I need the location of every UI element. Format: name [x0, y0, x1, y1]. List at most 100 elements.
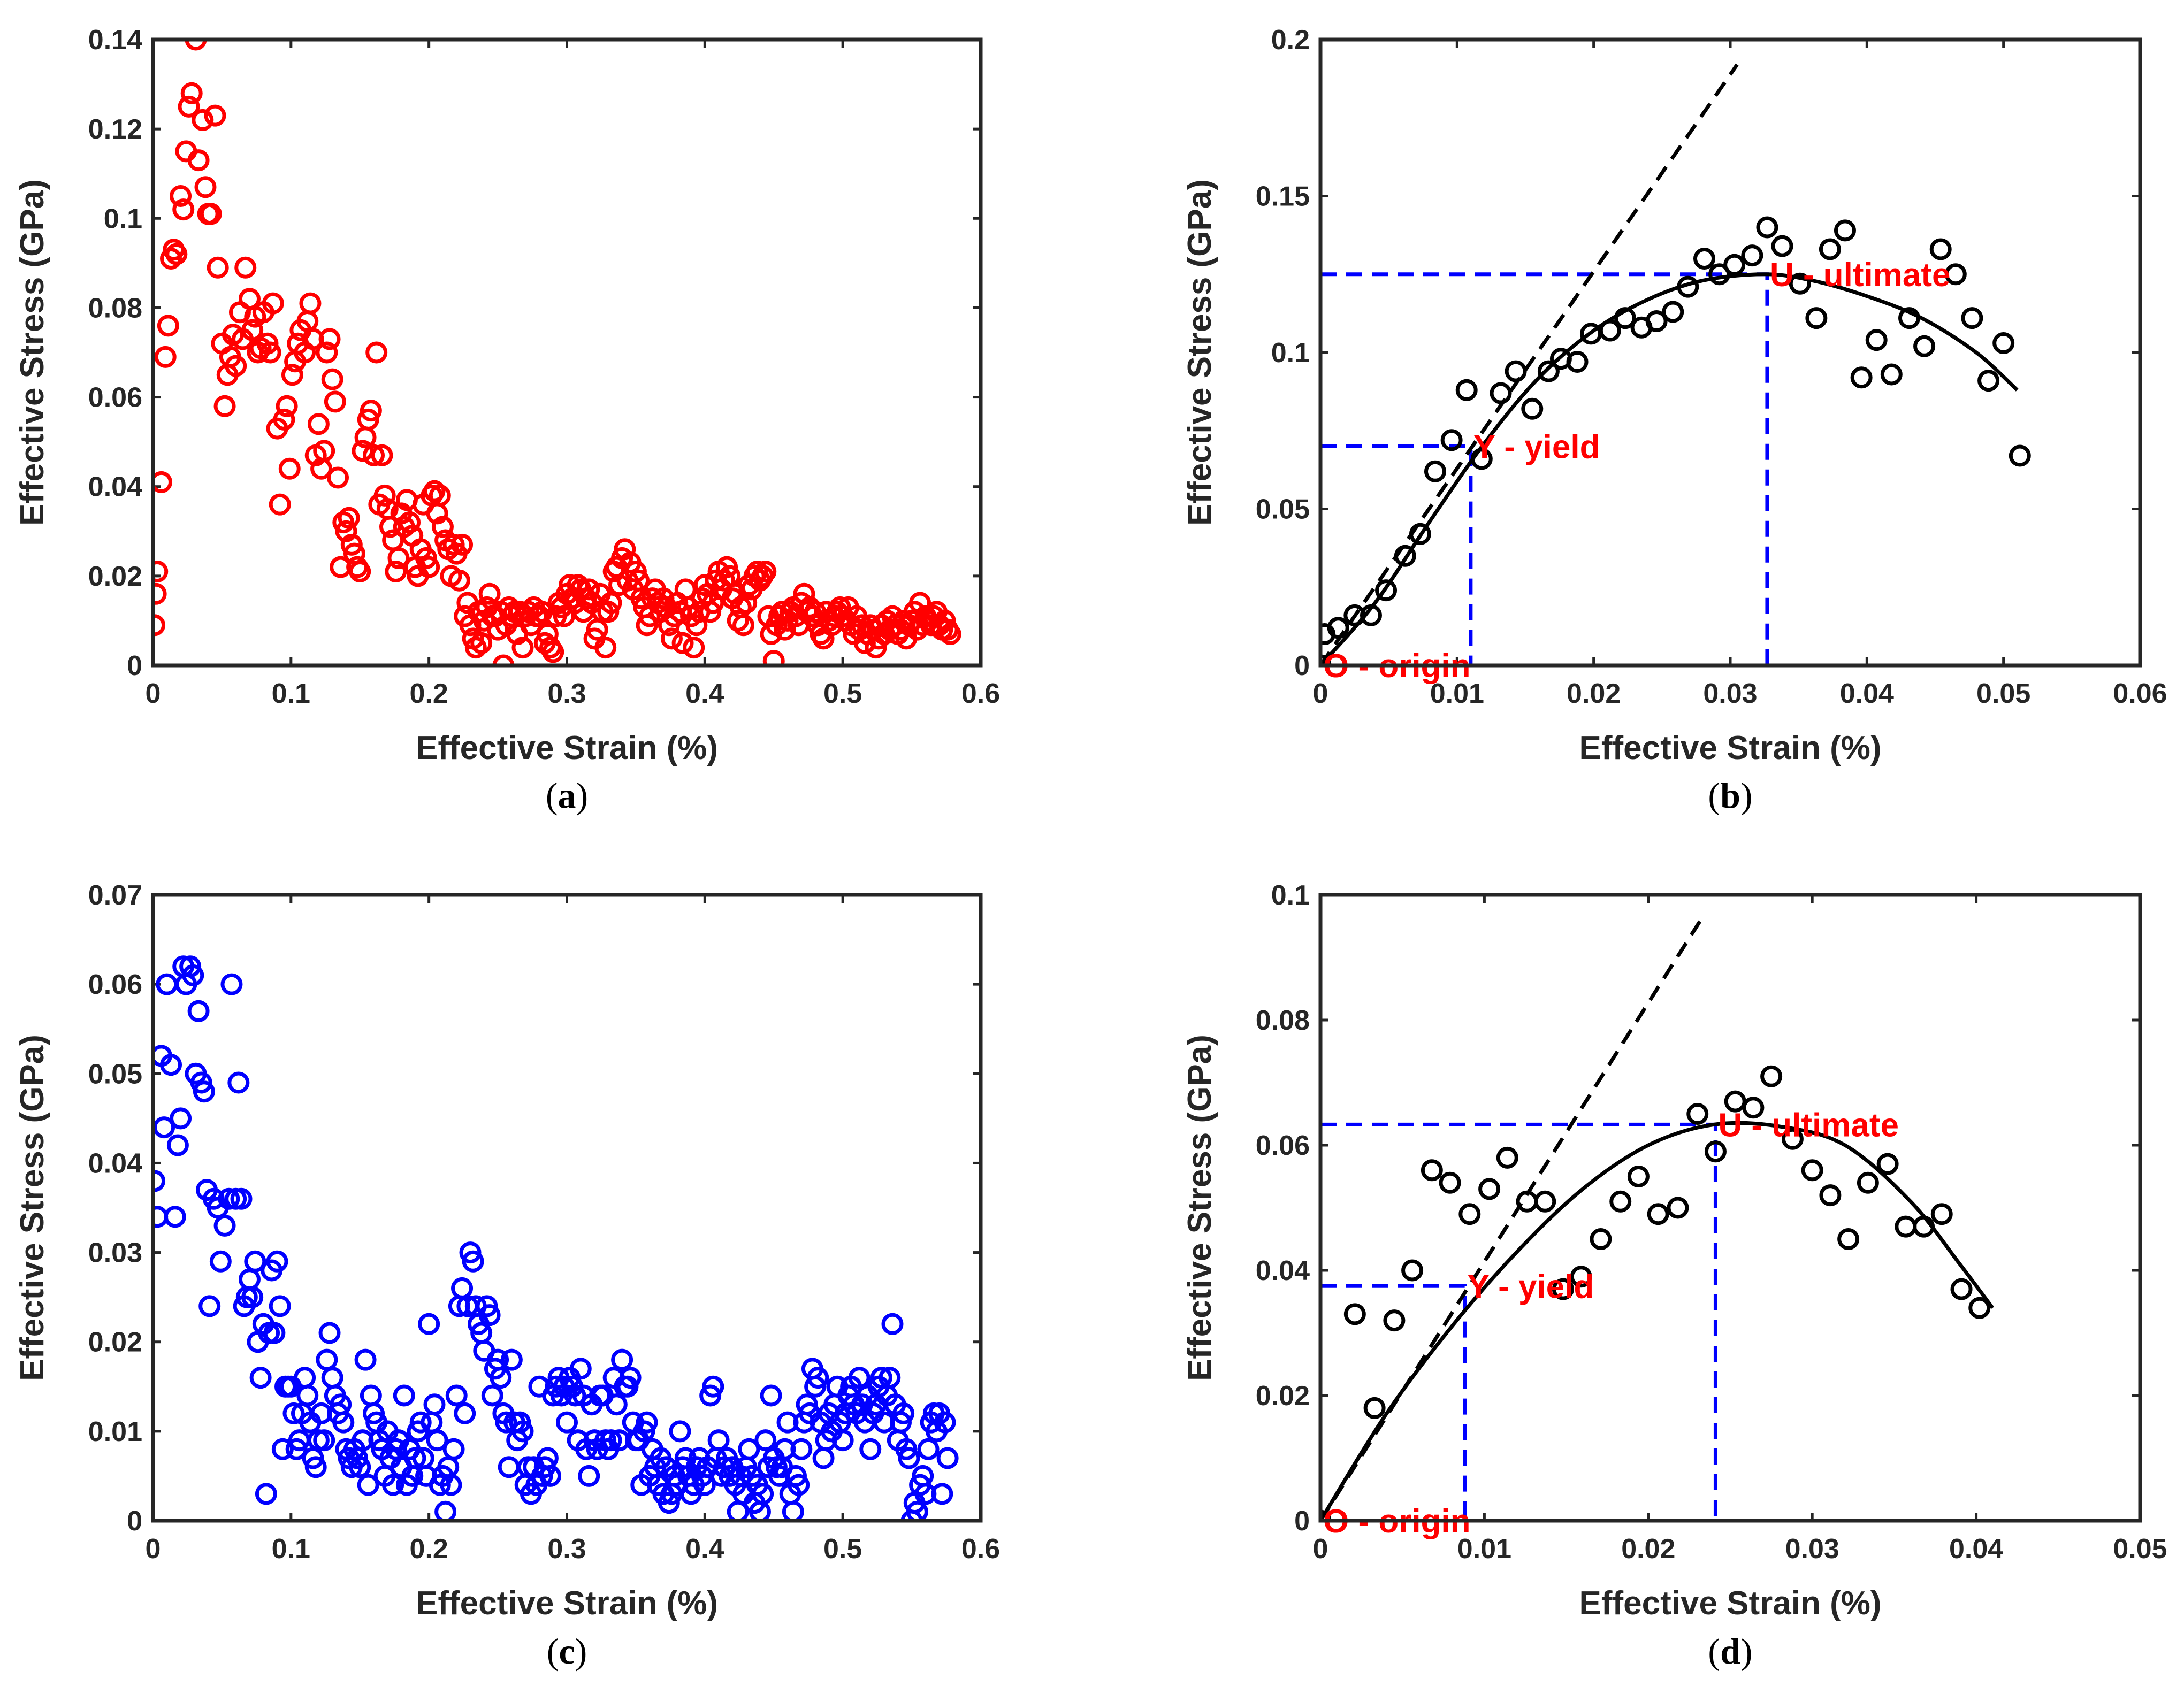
- y-tick-label: 0.12: [88, 114, 142, 145]
- data-point: [1781, 1128, 1804, 1150]
- y-tick-label: 0.14: [88, 25, 142, 56]
- data-point: [385, 561, 407, 582]
- y-tick-label: 0: [1294, 650, 1310, 681]
- data-point: [185, 40, 207, 51]
- data-point: [187, 1000, 210, 1022]
- x-tick-label: 0: [1313, 678, 1328, 709]
- data-point: [209, 1250, 232, 1273]
- data-point: [365, 341, 388, 364]
- data-point: [321, 1367, 343, 1389]
- data-point: [165, 243, 188, 265]
- data-point: [454, 1402, 476, 1424]
- data-point: [160, 1054, 182, 1076]
- data-point: [1837, 1228, 1860, 1250]
- data-point: [578, 1465, 600, 1487]
- data-point: [207, 256, 229, 279]
- data-point: [178, 95, 200, 118]
- data-point: [1686, 1103, 1709, 1125]
- data-point: [2009, 444, 2031, 467]
- data-point: [153, 1116, 175, 1139]
- data-point: [282, 1402, 305, 1424]
- data-point: [936, 1447, 959, 1469]
- data-point: [269, 493, 291, 516]
- data-point: [440, 1474, 462, 1496]
- x-tick-label: 0.01: [1457, 1534, 1511, 1565]
- data-point: [451, 533, 474, 556]
- x-tick-label: 0.05: [1976, 678, 2030, 709]
- data-point: [213, 1214, 236, 1237]
- data-point: [357, 1474, 379, 1496]
- data-point: [498, 1456, 520, 1478]
- data-point: [542, 641, 564, 663]
- data-point: [418, 1313, 440, 1335]
- data-point: [812, 1447, 835, 1469]
- y-tick-label: 0.15: [1256, 181, 1310, 212]
- data-point: [1343, 1303, 1366, 1325]
- data-point: [492, 654, 515, 665]
- data-point: [273, 408, 295, 431]
- data-point: [790, 1438, 813, 1460]
- yield-reference-line: [1320, 1284, 1467, 1521]
- y-tick-label: 0.03: [88, 1238, 142, 1269]
- data-point: [594, 637, 617, 659]
- data-point: [564, 1384, 586, 1407]
- data-point: [531, 601, 553, 623]
- yield-annotation: Y - yield: [1468, 1268, 1594, 1305]
- data-point: [495, 1411, 517, 1434]
- data-point: [263, 1322, 286, 1344]
- data-point: [153, 582, 167, 605]
- data-point: [1944, 263, 1967, 286]
- data-point: [1599, 319, 1621, 342]
- x-axis-label: Effective Strain (%): [416, 1585, 718, 1622]
- data-point: [423, 1393, 446, 1416]
- x-axis-label: Effective Strain (%): [1579, 1585, 1881, 1622]
- data-point: [418, 556, 440, 578]
- data-point: [269, 1295, 291, 1317]
- data-point: [807, 1367, 829, 1389]
- data-point: [1693, 248, 1715, 270]
- data-point: [313, 440, 335, 462]
- fit-curve: [1319, 272, 2019, 667]
- data-point: [426, 1429, 448, 1452]
- data-point: [1627, 1166, 1650, 1187]
- data-point: [182, 964, 204, 986]
- data-point: [1961, 307, 1983, 329]
- data-point: [1439, 1171, 1461, 1194]
- data-point: [204, 104, 226, 127]
- data-point: [611, 1348, 633, 1371]
- data-point: [1723, 254, 1746, 276]
- x-tick-label: 0: [146, 1534, 161, 1565]
- data-point: [227, 1071, 250, 1094]
- x-axis-label: Effective Strain (%): [416, 730, 718, 766]
- data-point: [1789, 272, 1811, 295]
- panel-b-stress-strain-chart: 0 0.01 0.02 0.03 0.04 0.05 0.06 0 0.05 0.1 0.15 0.2…: [1181, 25, 2167, 816]
- data-point: [218, 1187, 240, 1210]
- data-point: [429, 484, 451, 507]
- y-tick-label: 0.02: [1256, 1381, 1310, 1412]
- data-point: [1421, 1159, 1443, 1182]
- data-point: [1708, 263, 1731, 286]
- yield-reference-line: [1320, 444, 1473, 665]
- data-point: [153, 471, 172, 493]
- data-point: [478, 582, 501, 605]
- panel-caption: (b): [1708, 775, 1752, 816]
- data-point: [1496, 1146, 1518, 1169]
- data-point: [727, 609, 749, 632]
- data-point: [1880, 363, 1903, 386]
- x-tick-label: 0.2: [410, 678, 448, 709]
- x-tick-label: 0: [1313, 1534, 1328, 1565]
- data-point: [259, 341, 281, 364]
- x-tick-label: 0.1: [272, 678, 310, 709]
- data-point: [671, 632, 694, 654]
- data-point: [234, 256, 257, 279]
- y-tick-label: 0.04: [1256, 1255, 1310, 1286]
- data-point: [1647, 1203, 1669, 1225]
- ultimate-reference-line: [1320, 1122, 1717, 1521]
- x-tick-label: 0.4: [685, 1534, 724, 1565]
- data-point: [578, 578, 600, 601]
- data-point: [371, 444, 393, 466]
- x-tick-label: 0.3: [547, 1534, 586, 1565]
- data-point: [600, 592, 622, 614]
- data-point: [713, 569, 735, 592]
- data-point: [1424, 460, 1446, 482]
